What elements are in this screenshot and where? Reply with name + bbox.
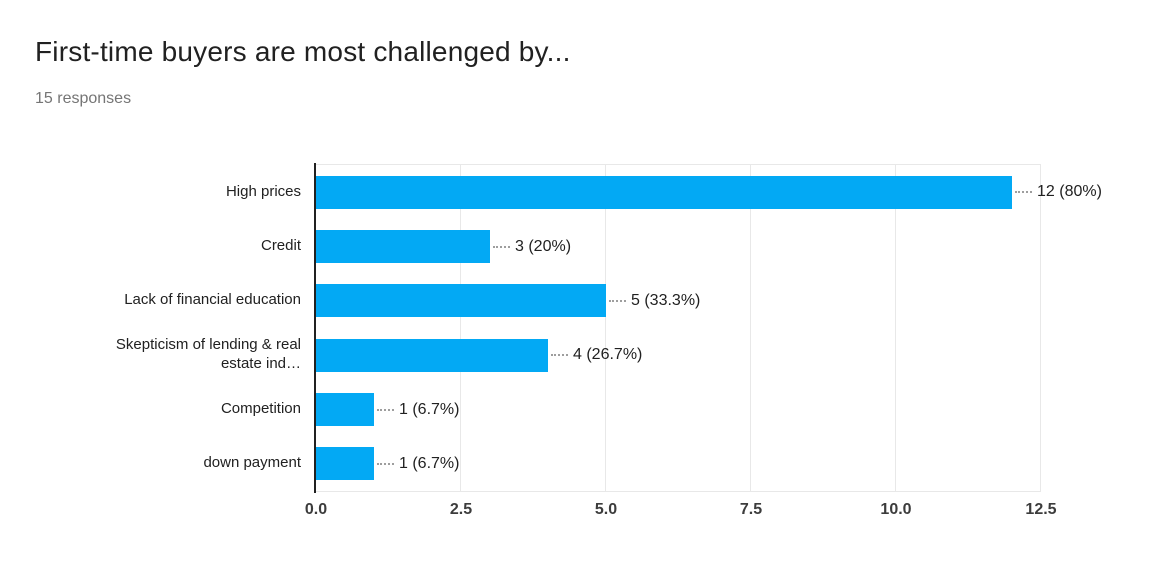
gridline — [460, 165, 461, 491]
y-axis-line — [314, 163, 316, 493]
category-label: Competition — [220, 399, 301, 417]
gridline — [605, 165, 606, 491]
callout-line — [609, 299, 626, 302]
x-tick-label: 10.0 — [880, 501, 912, 518]
value-label: 4 (26.7%) — [573, 346, 643, 364]
bar — [316, 175, 1012, 209]
value-label: 5 (33.3%) — [631, 291, 701, 309]
gridline — [1040, 165, 1041, 491]
category-label: High prices — [225, 182, 301, 200]
category-label: Skepticism of lending & real estate ind… — [115, 336, 301, 373]
bar — [316, 230, 490, 263]
category-label: Credit — [260, 236, 301, 254]
gridline — [750, 165, 751, 491]
plot-area: 12 (80%) 3 (20%) 5 (33.3%) 4 (26.7%) 1 (6.7%… — [316, 164, 1102, 492]
chart-title: First-time buyers are most challenged by… — [35, 36, 571, 67]
callout-line — [493, 245, 510, 248]
bar — [316, 393, 374, 426]
bar — [316, 338, 548, 372]
gridline — [895, 165, 896, 491]
x-tick-label: 2.5 — [449, 501, 473, 518]
bar — [316, 447, 374, 481]
callout-line — [1015, 191, 1032, 194]
callout-line — [377, 462, 394, 465]
x-tick-label: 7.5 — [739, 501, 763, 518]
value-label: 12 (80%) — [1037, 183, 1102, 201]
x-tick-label: 5.0 — [594, 501, 618, 518]
category-label: Lack of financial education — [124, 291, 301, 309]
x-tick-label: 0.0 — [304, 501, 328, 518]
value-label: 3 (20%) — [515, 237, 572, 255]
callout-line — [551, 354, 568, 357]
value-label: 1 (6.7%) — [399, 400, 460, 418]
bar — [316, 284, 606, 318]
callout-line — [377, 408, 394, 411]
value-label: 1 (6.7%) — [399, 454, 460, 472]
x-tick-label: 12.5 — [1025, 501, 1057, 518]
response-count: 15 responses — [35, 90, 132, 107]
category-label: down payment — [203, 454, 301, 472]
